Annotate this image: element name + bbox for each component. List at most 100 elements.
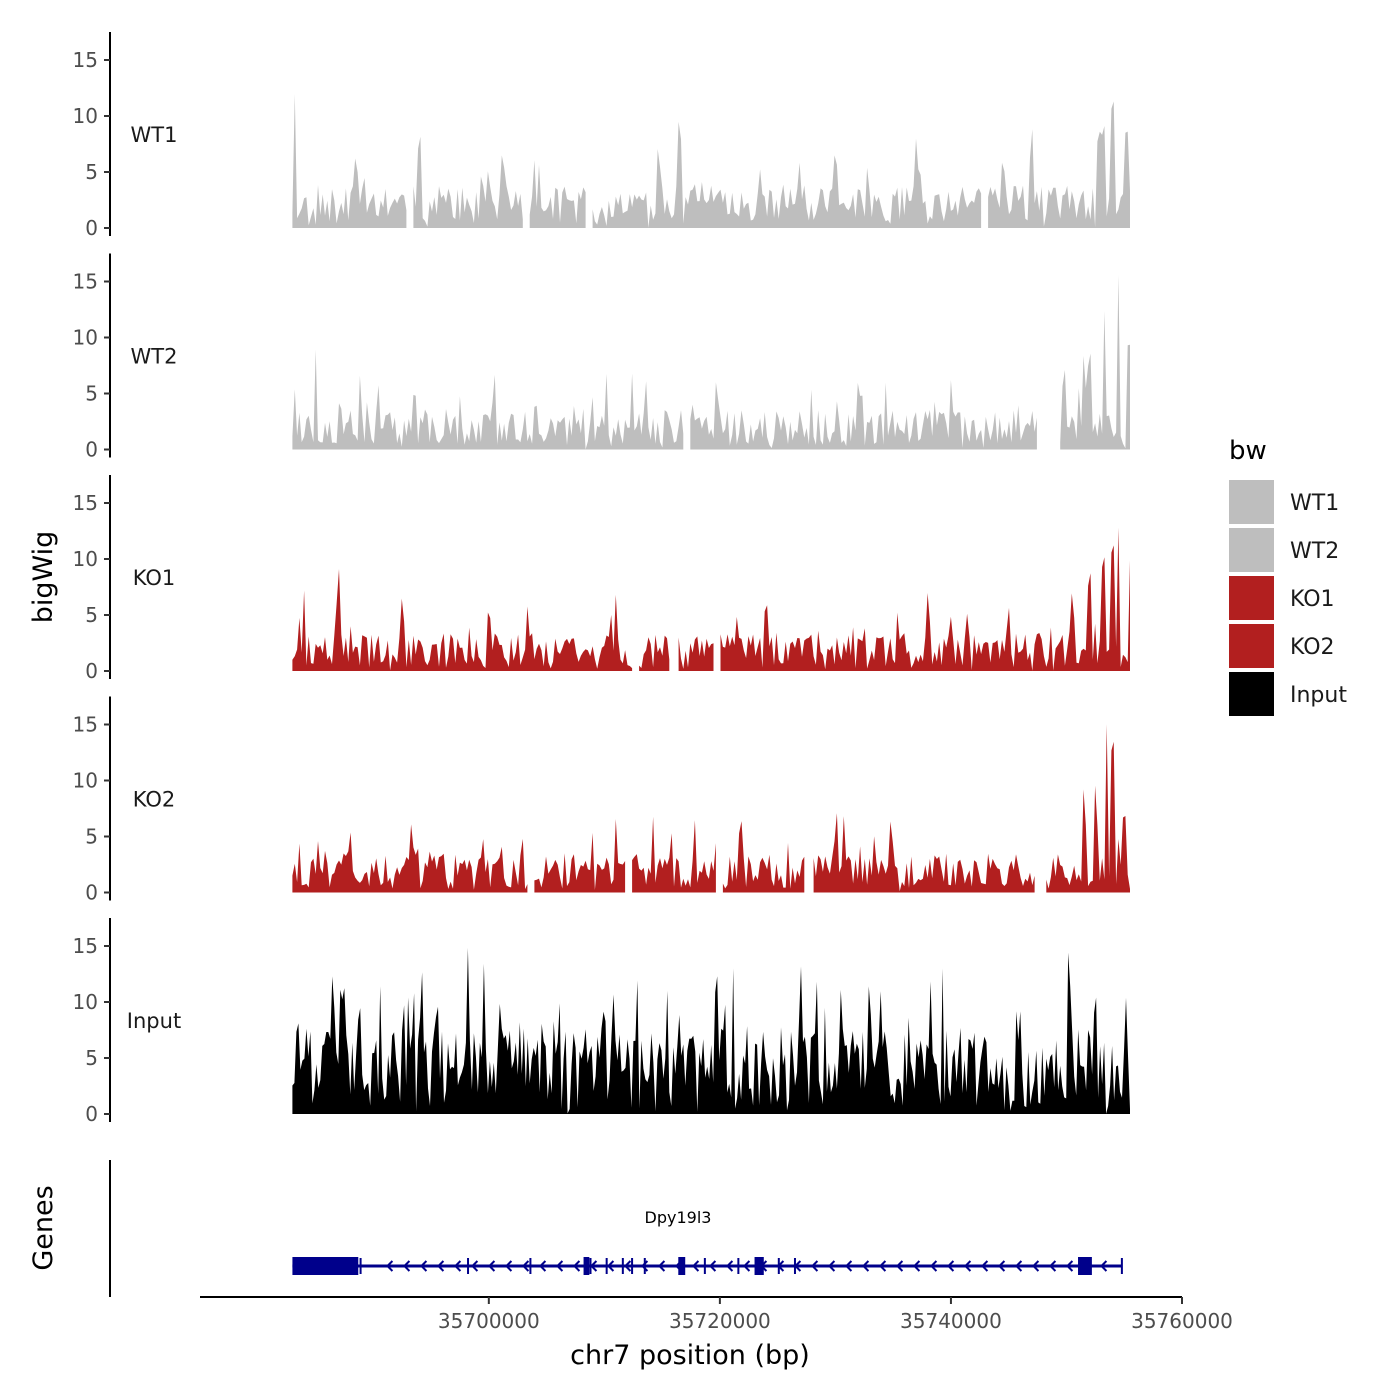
strand-arrow bbox=[471, 1260, 479, 1272]
strand-arrow bbox=[930, 1260, 938, 1272]
coverage-area-wt2 bbox=[292, 275, 1130, 450]
strand-arrow bbox=[420, 1260, 428, 1272]
y-tick-label: 0 bbox=[85, 659, 98, 683]
legend-swatch-ko2 bbox=[1229, 624, 1274, 668]
gene-panel: Dpy19l3 bbox=[109, 1160, 1123, 1297]
strand-arrow bbox=[1100, 1260, 1108, 1272]
y-tick-label: 15 bbox=[73, 713, 98, 737]
strand-arrow bbox=[981, 1260, 989, 1272]
strand-arrow bbox=[743, 1260, 751, 1272]
y-tick-label: 10 bbox=[73, 769, 98, 793]
genes-axis-title: Genes bbox=[28, 1185, 59, 1270]
strand-arrow bbox=[573, 1260, 581, 1272]
strand-arrow bbox=[386, 1260, 394, 1272]
legend-swatch-wt2 bbox=[1229, 528, 1274, 572]
coverage-area-ko1 bbox=[292, 527, 1130, 671]
x-axis: 35700000 35720000 35740000 35760000 bbox=[200, 1296, 1233, 1333]
strand-arrow bbox=[828, 1260, 836, 1272]
y-tick-label: 5 bbox=[85, 382, 98, 406]
y-tick-label: 0 bbox=[85, 1102, 98, 1126]
legend: bw WT1 WT2 KO1 KO2 Input bbox=[1229, 436, 1347, 716]
x-tick-label: 35700000 bbox=[438, 1309, 540, 1333]
strand-arrow bbox=[1066, 1260, 1074, 1272]
strand-arrow bbox=[947, 1260, 955, 1272]
y-tick-label: 10 bbox=[73, 990, 98, 1014]
strand-arrow bbox=[658, 1260, 666, 1272]
track-wt1: 0 5 10 15 WT1 bbox=[73, 32, 1130, 240]
x-tick-label: 35720000 bbox=[669, 1309, 771, 1333]
strand-arrow bbox=[879, 1260, 887, 1272]
y-tick-label: 0 bbox=[85, 438, 98, 462]
legend-label-ko1: KO1 bbox=[1290, 587, 1335, 612]
gene-label: Dpy19l3 bbox=[645, 1208, 712, 1227]
strand-arrow bbox=[862, 1260, 870, 1272]
y-tick-label: 5 bbox=[85, 1046, 98, 1070]
track-label: Input bbox=[127, 1009, 181, 1033]
strand-arrow bbox=[913, 1260, 921, 1272]
track-label: WT1 bbox=[131, 123, 178, 147]
strand-arrow bbox=[539, 1260, 547, 1272]
y-tick-label: 15 bbox=[73, 270, 98, 294]
strand-arrow bbox=[437, 1260, 445, 1272]
y-axis-title: bigWig bbox=[28, 531, 59, 624]
legend-title: bw bbox=[1229, 436, 1267, 466]
strand-arrow bbox=[624, 1260, 632, 1272]
track-wt2: 0 5 10 15 WT2 bbox=[73, 253, 1130, 462]
y-tick-label: 15 bbox=[73, 934, 98, 958]
exon bbox=[292, 1257, 359, 1275]
strand-arrow bbox=[811, 1260, 819, 1272]
y-tick-label: 0 bbox=[85, 881, 98, 905]
exon bbox=[678, 1257, 686, 1275]
strand-arrow bbox=[454, 1260, 462, 1272]
strand-arrow bbox=[505, 1260, 513, 1272]
track-ko1: 0 5 10 15 KO1 bbox=[73, 475, 1130, 683]
y-tick-label: 10 bbox=[73, 547, 98, 571]
strand-arrow bbox=[1032, 1260, 1040, 1272]
track-input: 0 5 10 15 Input bbox=[73, 918, 1130, 1126]
y-tick-label: 5 bbox=[85, 160, 98, 184]
y-tick-label: 0 bbox=[85, 216, 98, 240]
legend-label-wt1: WT1 bbox=[1290, 491, 1339, 516]
legend-swatch-input bbox=[1229, 672, 1274, 716]
strand-arrow bbox=[896, 1260, 904, 1272]
y-tick-label: 15 bbox=[73, 48, 98, 72]
exon bbox=[1078, 1257, 1092, 1275]
strand-arrow bbox=[607, 1260, 615, 1272]
track-label: KO2 bbox=[133, 788, 176, 812]
exon bbox=[754, 1257, 764, 1275]
strand-arrow bbox=[726, 1260, 734, 1272]
x-tick-label: 35760000 bbox=[1131, 1309, 1233, 1333]
coverage-area-ko2 bbox=[292, 724, 1130, 893]
track-ko2: 0 5 10 15 KO2 bbox=[73, 696, 1130, 905]
coverage-tracks: 0 5 10 15 WT1 0 5 10 15 WT2 0 5 10 15 KO1 0 5 10 15 KO2 0 5 10… bbox=[73, 32, 1130, 1126]
strand-arrow bbox=[1049, 1260, 1057, 1272]
coverage-area-input bbox=[292, 947, 1130, 1114]
legend-swatch-ko1 bbox=[1229, 576, 1274, 620]
track-label: KO1 bbox=[133, 566, 176, 590]
strand-arrow bbox=[845, 1260, 853, 1272]
strand-arrow bbox=[998, 1260, 1006, 1272]
strand-arrow bbox=[522, 1260, 530, 1272]
legend-label-wt2: WT2 bbox=[1290, 539, 1339, 564]
y-tick-label: 5 bbox=[85, 825, 98, 849]
strand-arrow bbox=[709, 1260, 717, 1272]
exon bbox=[583, 1257, 590, 1275]
legend-swatch-wt1 bbox=[1229, 480, 1274, 524]
track-label: WT2 bbox=[131, 345, 178, 369]
strand-arrow bbox=[488, 1260, 496, 1272]
legend-label-input: Input bbox=[1290, 683, 1347, 708]
x-axis-title: chr7 position (bp) bbox=[570, 1340, 810, 1371]
y-tick-label: 5 bbox=[85, 603, 98, 627]
y-tick-label: 15 bbox=[73, 491, 98, 515]
legend-label-ko2: KO2 bbox=[1290, 635, 1335, 660]
strand-arrow bbox=[1015, 1260, 1023, 1272]
y-tick-label: 10 bbox=[73, 104, 98, 128]
coverage-area-wt1 bbox=[292, 94, 1130, 228]
x-tick-label: 35740000 bbox=[900, 1309, 1002, 1333]
strand-arrow bbox=[403, 1260, 411, 1272]
strand-arrow bbox=[556, 1260, 564, 1272]
y-tick-label: 10 bbox=[73, 326, 98, 350]
strand-arrow bbox=[692, 1260, 700, 1272]
strand-arrow bbox=[964, 1260, 972, 1272]
